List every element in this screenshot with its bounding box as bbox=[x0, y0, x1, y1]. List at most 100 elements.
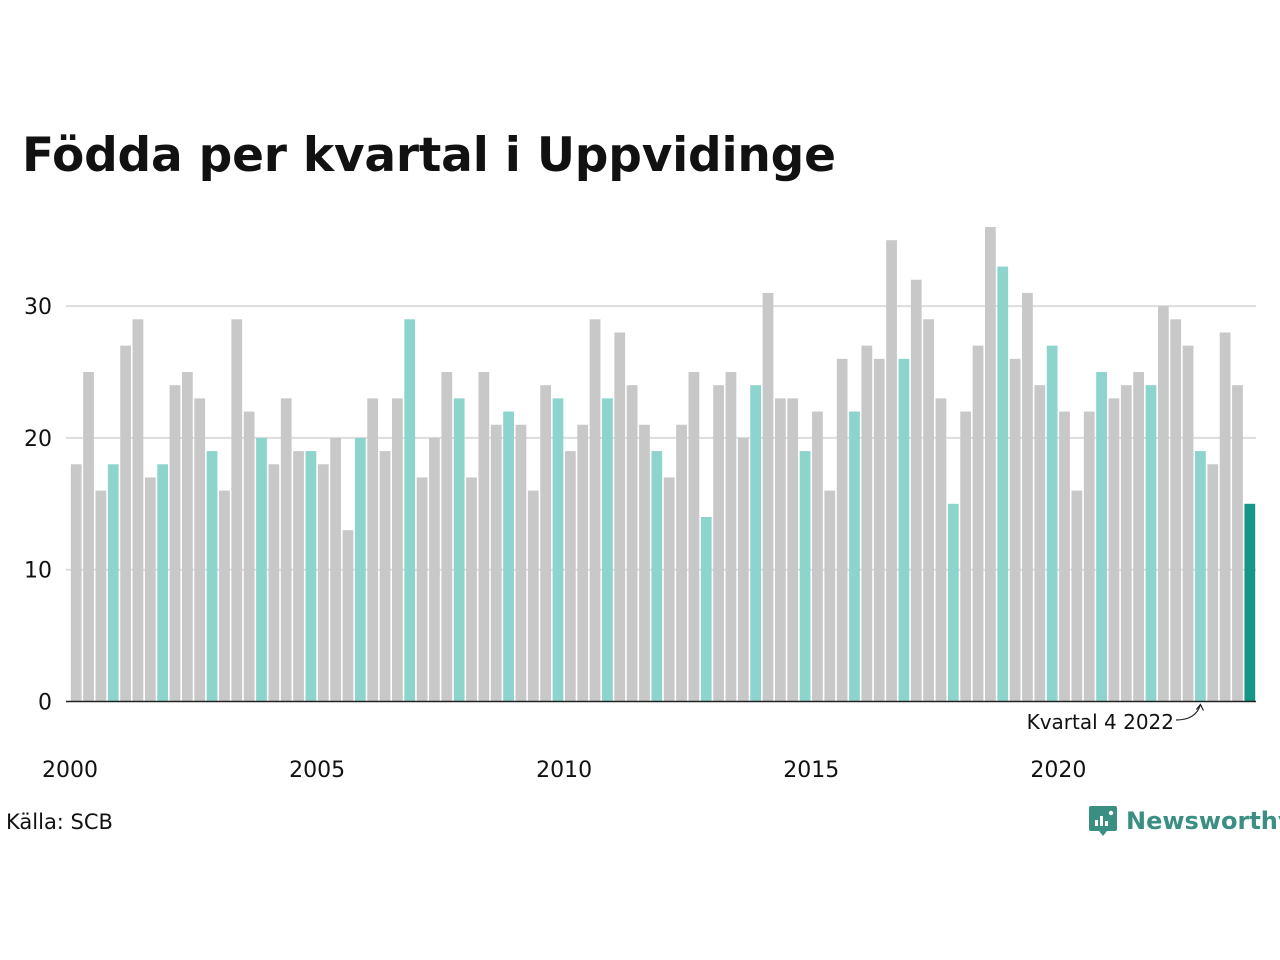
bar bbox=[95, 490, 107, 702]
bar bbox=[799, 451, 811, 702]
bar bbox=[466, 477, 477, 702]
chart-title: Födda per kvartal i Uppvidinge bbox=[22, 128, 836, 183]
bar bbox=[750, 385, 762, 702]
bar bbox=[602, 398, 613, 702]
bar bbox=[416, 477, 428, 702]
bar bbox=[515, 424, 527, 702]
bar bbox=[219, 490, 230, 702]
bar bbox=[787, 398, 799, 702]
bar bbox=[453, 398, 465, 702]
bar bbox=[676, 424, 687, 702]
annotation: Kvartal 4 2022 bbox=[1027, 703, 1204, 734]
bar bbox=[280, 398, 292, 702]
bar bbox=[120, 345, 131, 702]
bar bbox=[552, 398, 564, 702]
bar bbox=[1244, 503, 1256, 702]
bar bbox=[577, 424, 589, 702]
bar bbox=[540, 385, 552, 702]
bar bbox=[960, 411, 972, 702]
bar bbox=[478, 372, 490, 702]
bar bbox=[268, 464, 280, 702]
bar bbox=[1034, 385, 1046, 702]
bar bbox=[886, 240, 897, 702]
x-tick-label: 2000 bbox=[42, 758, 98, 783]
bar bbox=[293, 451, 304, 702]
bar bbox=[1022, 292, 1033, 702]
bar bbox=[1219, 332, 1231, 702]
bar bbox=[317, 464, 329, 702]
bar bbox=[849, 411, 860, 702]
bar bbox=[626, 385, 638, 702]
bar bbox=[379, 451, 391, 702]
bar bbox=[873, 358, 885, 702]
bar bbox=[231, 319, 243, 702]
bar bbox=[1083, 411, 1095, 702]
bar bbox=[194, 398, 206, 702]
bar bbox=[1170, 319, 1182, 702]
bar bbox=[367, 398, 379, 702]
bar bbox=[1009, 358, 1021, 702]
bar bbox=[157, 464, 169, 702]
brand-logo[interactable]: Newsworthy bbox=[1088, 804, 1280, 838]
bar bbox=[330, 437, 341, 702]
bar bbox=[997, 266, 1009, 702]
x-tick-label: 2010 bbox=[536, 758, 592, 783]
axes: 0 10 20 30 2000 2005 2010 2015 2020 bbox=[24, 295, 1256, 783]
bar bbox=[985, 227, 996, 702]
bar bbox=[527, 490, 539, 702]
bar bbox=[354, 437, 366, 702]
x-tick-label: 2005 bbox=[289, 758, 345, 783]
bar bbox=[490, 424, 502, 702]
bar bbox=[762, 292, 774, 702]
bar bbox=[132, 319, 144, 702]
bar bbox=[824, 490, 836, 702]
bar bbox=[429, 437, 440, 702]
y-tick-label: 0 bbox=[38, 691, 52, 716]
bar bbox=[70, 464, 82, 702]
bar bbox=[1046, 345, 1058, 702]
bar bbox=[910, 279, 922, 702]
bar bbox=[564, 451, 576, 702]
bar bbox=[812, 411, 823, 702]
bar bbox=[83, 372, 94, 702]
y-tick-label: 30 bbox=[24, 295, 52, 320]
bar bbox=[1207, 464, 1219, 702]
bar bbox=[107, 464, 119, 702]
bar bbox=[688, 372, 700, 702]
bar bbox=[305, 451, 317, 702]
bar bbox=[639, 424, 650, 702]
bar bbox=[503, 411, 514, 702]
bar bbox=[144, 477, 156, 702]
bar bbox=[1195, 451, 1206, 702]
bar bbox=[1071, 490, 1083, 702]
bar bbox=[935, 398, 947, 702]
bar bbox=[1096, 372, 1107, 702]
bar bbox=[206, 451, 218, 702]
x-tick-label: 2015 bbox=[783, 758, 839, 783]
bar bbox=[1120, 385, 1132, 702]
bar bbox=[404, 319, 416, 702]
bar bbox=[181, 372, 193, 702]
bar bbox=[737, 437, 749, 702]
y-tick-label: 20 bbox=[24, 427, 52, 452]
bar bbox=[713, 385, 724, 702]
source-label: Källa: SCB bbox=[6, 810, 113, 834]
bar bbox=[589, 319, 601, 702]
bar bbox=[725, 372, 737, 702]
bars bbox=[70, 227, 1256, 702]
x-tick-label: 2020 bbox=[1030, 758, 1086, 783]
bar bbox=[774, 398, 786, 702]
bar bbox=[836, 358, 848, 702]
bar bbox=[651, 451, 663, 702]
bar bbox=[923, 319, 934, 702]
newsworthy-logo-icon bbox=[1089, 806, 1117, 836]
bar bbox=[700, 516, 712, 702]
bar bbox=[169, 385, 181, 702]
annotation-arrowhead bbox=[1195, 703, 1204, 711]
bar bbox=[1145, 385, 1157, 702]
y-tick-label: 10 bbox=[24, 559, 52, 584]
bar bbox=[947, 503, 959, 702]
bar bbox=[898, 358, 910, 702]
bar bbox=[1059, 411, 1070, 702]
